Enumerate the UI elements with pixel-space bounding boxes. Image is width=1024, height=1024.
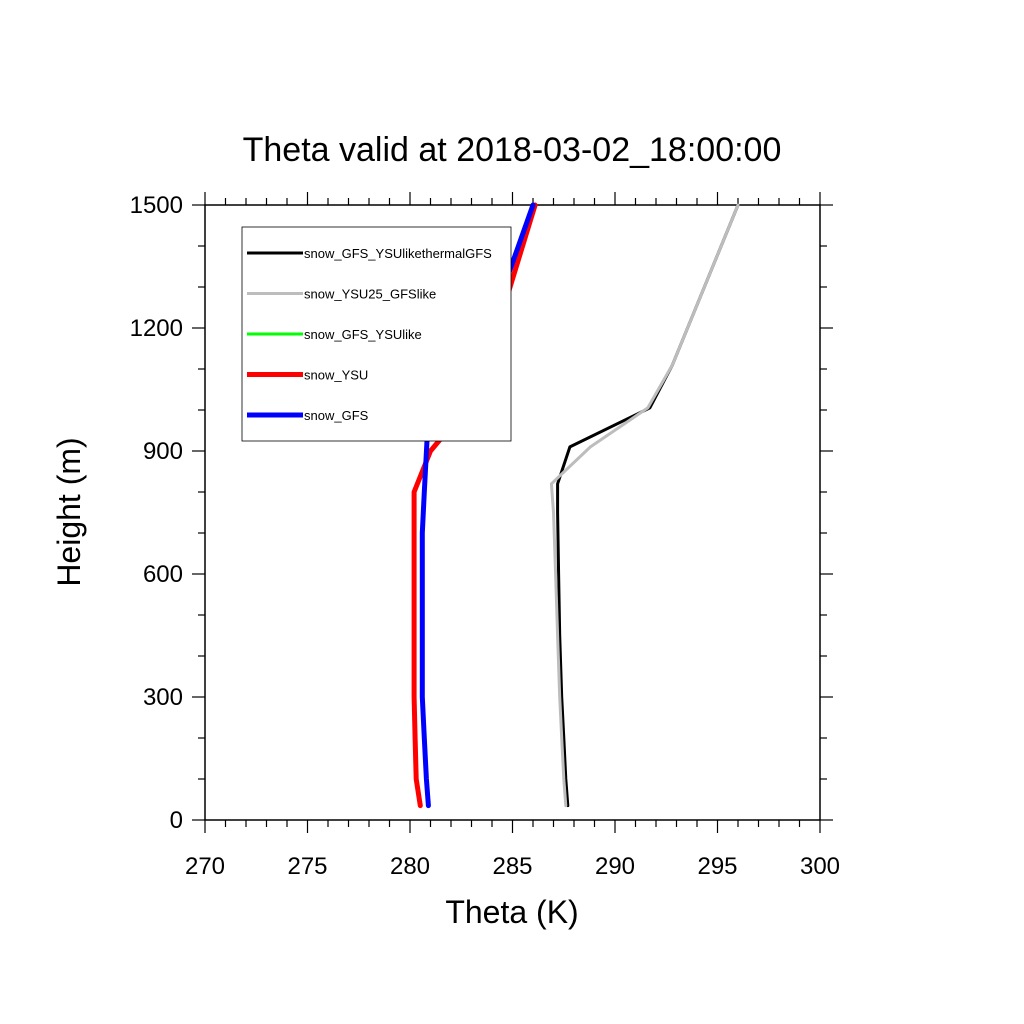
x-tick-label: 270 [185,853,225,880]
axis-ticks [192,192,833,833]
series-line-snow_GFS_YSUlikethermalGFS [556,203,740,808]
tick-labels: 270 275 280 285 290 295 300 0 300 600 900 1200 1500 [130,192,840,880]
x-tick-label: 280 [390,853,430,880]
y-tick-label: 600 [143,561,183,588]
y-tick-label: 1200 [130,315,183,342]
y-axis-label: Height (m) [51,437,87,586]
x-tick-label: 295 [697,853,737,880]
legend: snow_GFS_YSUlikethermalGFS snow_YSU25_GFS… [241,226,512,442]
legend-label: snow_YSU [304,368,368,383]
legend-label: snow_GFS [304,408,369,423]
legend-label: snow_YSU25_GFSlike [304,287,436,302]
x-tick-label: 275 [287,853,327,880]
x-tick-label: 285 [492,853,532,880]
series-line-snow_YSU25_GFSlike [549,203,740,808]
y-tick-label: 300 [143,684,183,711]
y-tick-label: 1500 [130,192,183,219]
legend-label: snow_GFS_YSUlikethermalGFS [304,246,492,261]
x-tick-label: 300 [800,853,840,880]
y-tick-label: 0 [170,807,183,834]
chart-title: Theta valid at 2018-03-02_18:00:00 [243,131,782,169]
y-tick-label: 900 [143,438,183,465]
legend-label: snow_GFS_YSUlike [304,327,422,342]
x-axis-label: Theta (K) [445,894,578,930]
x-tick-label: 290 [595,853,635,880]
